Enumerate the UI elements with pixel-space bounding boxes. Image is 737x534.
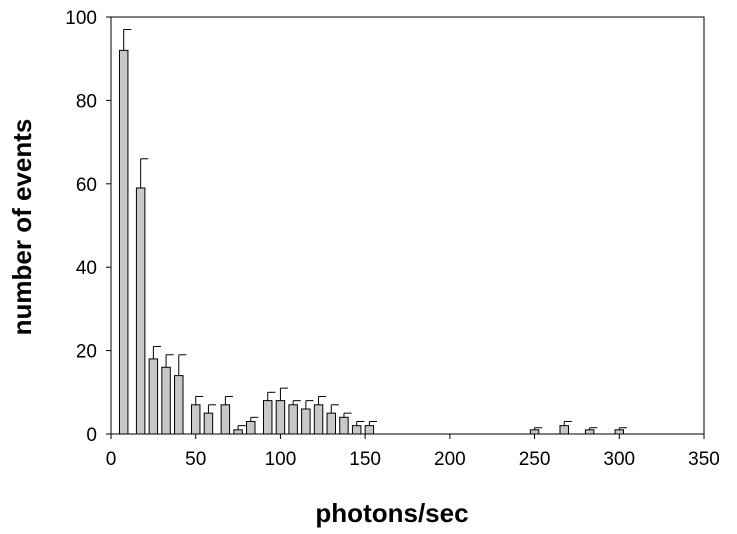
y-axis-ticks: 0 20 40 60 80 100	[65, 8, 111, 446]
bar	[262, 400, 273, 435]
bar	[148, 358, 159, 435]
bar	[351, 425, 362, 435]
x-tick-label: 150	[349, 449, 381, 470]
bar	[203, 412, 214, 435]
bar	[233, 429, 243, 435]
y-tick-label: 0	[86, 425, 97, 446]
bar	[174, 375, 184, 435]
bar	[246, 420, 256, 435]
bar	[275, 400, 286, 435]
bar	[326, 412, 336, 435]
plot-area	[110, 16, 705, 435]
bar	[364, 425, 375, 435]
bar	[584, 429, 595, 435]
bar	[135, 187, 146, 435]
bar	[301, 408, 311, 435]
bar	[288, 404, 298, 435]
bar	[118, 49, 129, 435]
bar	[313, 404, 324, 435]
y-tick-label: 40	[76, 258, 97, 279]
x-tick-label: 100	[265, 449, 297, 470]
x-tick-label: 50	[185, 449, 206, 470]
bar	[190, 404, 201, 435]
bar	[559, 425, 569, 435]
x-tick-label: 0	[106, 449, 117, 470]
y-tick-label: 60	[76, 175, 97, 196]
x-axis-ticks: 0 50 100 150 200 250 300 350	[106, 434, 720, 470]
y-axis-title: number of events	[7, 119, 37, 336]
bar	[339, 416, 349, 435]
x-tick-label: 200	[434, 449, 466, 470]
bar	[614, 429, 625, 435]
plot-frame	[110, 16, 705, 435]
x-axis-title: photons/sec	[315, 498, 468, 528]
x-tick-label: 250	[519, 449, 551, 470]
y-tick-label: 20	[76, 342, 97, 363]
x-tick-label: 300	[603, 449, 635, 470]
y-tick-label: 100	[65, 8, 97, 29]
bar	[220, 404, 231, 435]
x-tick-label: 350	[688, 449, 720, 470]
bar	[161, 366, 171, 435]
y-tick-label: 80	[76, 91, 97, 112]
bar	[529, 429, 540, 435]
